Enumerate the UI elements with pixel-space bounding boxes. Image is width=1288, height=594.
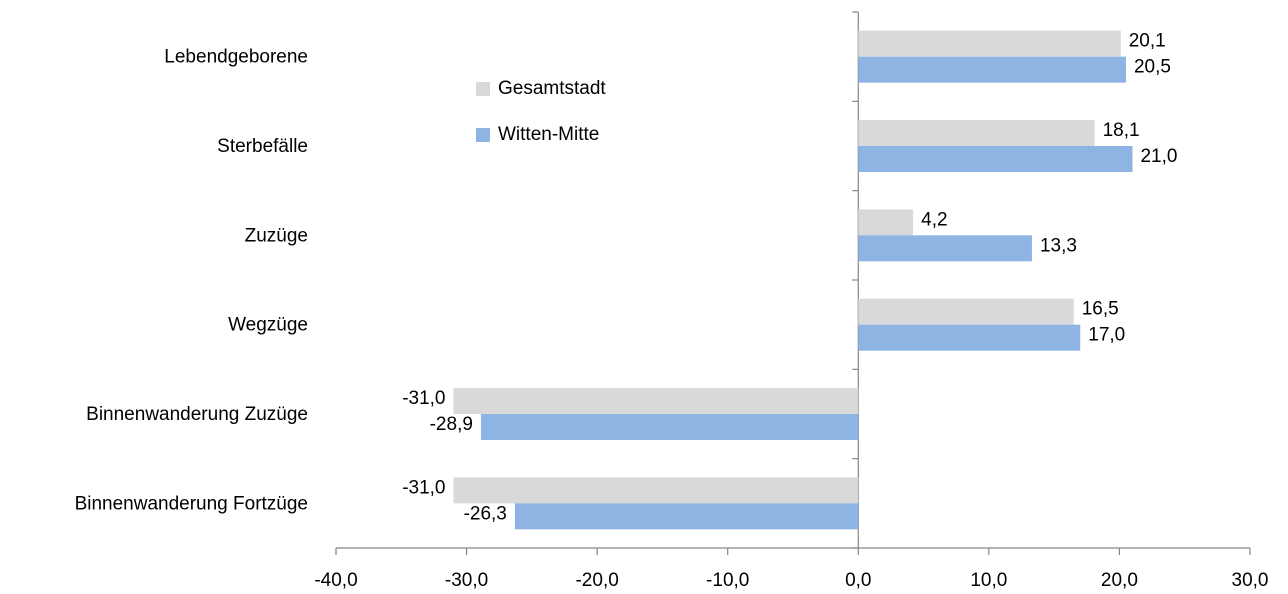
legend-swatch [476,128,490,142]
bar [480,414,859,440]
x-tick-label: 10,0 [970,570,1007,591]
y-tick-label: Lebendgeborene [164,47,308,68]
x-tick-label: -10,0 [706,570,749,591]
x-tick-label: 20,0 [1101,570,1138,591]
legend-label: Gesamtstadt [498,78,606,99]
bar [453,388,859,414]
y-tick-label: Sterbefälle [217,136,308,157]
value-label: 21,0 [1140,146,1177,167]
value-label: 13,3 [1040,235,1077,256]
value-label: 16,5 [1082,299,1119,320]
y-tick-label: Zuzüge [245,225,308,246]
x-tick-label: 0,0 [845,570,871,591]
x-tick-label: -20,0 [575,570,618,591]
bar [858,120,1095,146]
bar [858,235,1032,262]
bar [858,56,1126,83]
value-label: -31,0 [402,477,445,498]
value-label: -28,9 [430,414,473,435]
value-label: -26,3 [464,503,507,524]
y-tick-label: Wegzüge [228,315,308,336]
bar [453,477,859,504]
y-tick-label: Binnenwanderung Zuzüge [86,404,308,425]
value-label: 17,0 [1088,325,1125,346]
bar [514,503,859,530]
y-tick-label: Binnenwanderung Fortzüge [75,493,308,514]
value-label: 4,2 [921,209,947,230]
bar [858,30,1121,57]
x-tick-label: -30,0 [445,570,488,591]
value-label: 18,1 [1103,120,1140,141]
value-label: -31,0 [402,388,445,409]
bar [858,146,1133,172]
legend-label: Witten-Mitte [498,124,599,145]
value-label: 20,5 [1134,57,1171,78]
value-label: 20,1 [1129,31,1166,52]
bar [858,324,1081,351]
legend-swatch [476,82,490,96]
bar [858,209,914,236]
x-tick-label: 30,0 [1232,570,1269,591]
bar [858,298,1074,325]
x-tick-label: -40,0 [314,570,357,591]
